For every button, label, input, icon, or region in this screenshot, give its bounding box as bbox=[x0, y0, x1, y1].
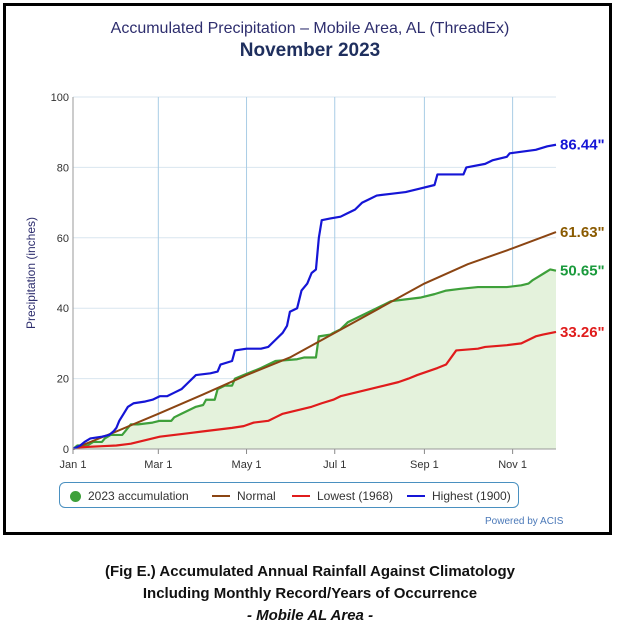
legend-item-highest[interactable]: Highest (1900) bbox=[407, 489, 511, 503]
series-normal bbox=[72, 231, 557, 450]
y-tick-label: 100 bbox=[51, 92, 69, 104]
chart-subtitle: November 2023 bbox=[239, 40, 381, 61]
legend-label-highest: Highest (1900) bbox=[432, 489, 511, 503]
x-tick-label: Mar 1 bbox=[144, 459, 172, 471]
legend-item-lowest[interactable]: Lowest (1968) bbox=[292, 489, 393, 503]
series-lowest-1968-end-label: 33.26" bbox=[560, 324, 605, 341]
x-tick-label: Sep 1 bbox=[410, 459, 439, 471]
y-tick-label: 20 bbox=[57, 374, 69, 386]
legend-item-normal[interactable]: Normal bbox=[212, 489, 276, 503]
legend-marker-lowest bbox=[292, 495, 310, 497]
series-2023-fill bbox=[73, 269, 556, 449]
y-tick-label: 40 bbox=[57, 303, 69, 315]
series-highest-1900-end-label: 86.44" bbox=[560, 137, 605, 154]
x-tick-label: Jul 1 bbox=[323, 459, 346, 471]
figure-caption-line2: Including Monthly Record/Years of Occurr… bbox=[142, 585, 478, 602]
legend-label-normal: Normal bbox=[237, 489, 276, 503]
x-tick-label: Nov 1 bbox=[498, 459, 527, 471]
series-highest-1900 bbox=[72, 143, 557, 450]
y-tick-label: 60 bbox=[57, 233, 69, 245]
legend-item-2023[interactable]: 2023 accumulation bbox=[70, 489, 189, 503]
series-normal-end-label: 61.63" bbox=[560, 224, 605, 241]
x-tick-label: May 1 bbox=[232, 459, 262, 471]
legend-marker-highest bbox=[407, 495, 425, 497]
powered-by-link[interactable]: Powered by ACIS bbox=[485, 516, 564, 527]
legend-marker-normal bbox=[212, 495, 230, 497]
figure-caption-line3: - Mobile AL Area - bbox=[246, 607, 374, 624]
x-tick-label: Jan 1 bbox=[60, 459, 87, 471]
legend: 2023 accumulation Normal Lowest (1968) H… bbox=[59, 482, 519, 508]
figure-caption-line1: (Fig E.) Accumulated Annual Rainfall Aga… bbox=[104, 563, 516, 580]
legend-label-lowest: Lowest (1968) bbox=[317, 489, 394, 503]
legend-marker-2023 bbox=[70, 490, 81, 502]
chart-plot: 0 20 40 60 80 100 Jan 1 Mar 1 May 1 Jul 1 Sep 1 Nov… bbox=[24, 92, 605, 471]
series-lowest-1968 bbox=[72, 330, 557, 451]
legend-label-2023: 2023 accumulation bbox=[88, 489, 189, 503]
chart-title: Accumulated Precipitation – Mobile Area,… bbox=[110, 20, 510, 37]
y-tick-label: 80 bbox=[57, 162, 69, 174]
y-tick-label: 0 bbox=[63, 444, 69, 456]
y-axis-label: Precipitation (inches) bbox=[24, 217, 38, 329]
series-2023-accumulation-end-label: 50.65" bbox=[560, 263, 605, 280]
